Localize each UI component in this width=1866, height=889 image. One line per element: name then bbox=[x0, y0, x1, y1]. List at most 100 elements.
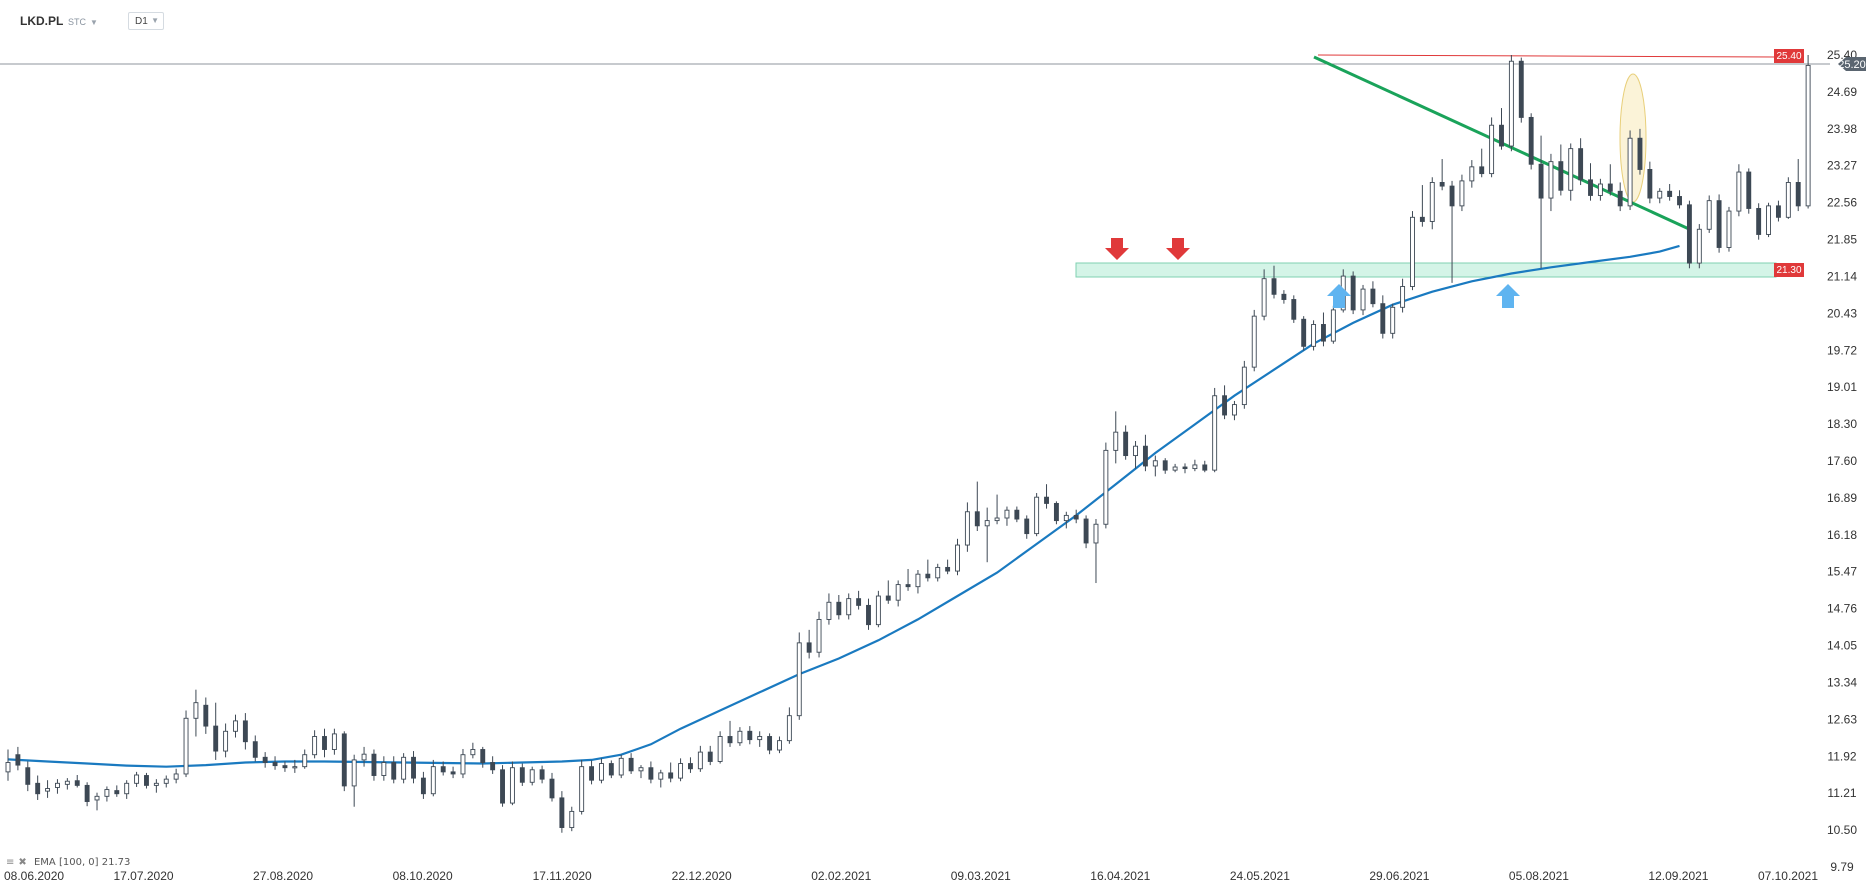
candle bbox=[1380, 295, 1386, 339]
candle-body bbox=[163, 778, 169, 784]
candle-body bbox=[391, 762, 397, 780]
candle-body bbox=[1627, 137, 1633, 207]
candle bbox=[1192, 459, 1198, 472]
candle-body bbox=[252, 741, 258, 758]
candle-body bbox=[1686, 204, 1692, 264]
candle bbox=[1518, 57, 1524, 123]
candle bbox=[1657, 188, 1663, 204]
resistance-price-label: 25.40 bbox=[1776, 51, 1801, 62]
candle-body bbox=[1301, 318, 1307, 347]
candle bbox=[1459, 174, 1465, 212]
candle-body bbox=[420, 777, 426, 795]
candle bbox=[490, 756, 496, 774]
indicator-legend[interactable]: ≡ ✖ EMA [100, 0] 21.73 bbox=[6, 857, 130, 868]
candle bbox=[1686, 200, 1692, 269]
close-icon[interactable]: ✖ bbox=[18, 857, 27, 868]
x-tick-label: 02.02.2021 bbox=[811, 869, 871, 883]
candle bbox=[233, 714, 238, 738]
candle bbox=[1706, 195, 1712, 233]
y-tick-label: 9.79 bbox=[1830, 860, 1854, 874]
arrow-down-icon bbox=[1105, 238, 1129, 260]
candle-body bbox=[302, 754, 308, 768]
candle bbox=[1024, 515, 1030, 539]
indicator-name: EMA bbox=[33, 857, 56, 868]
candle bbox=[964, 502, 970, 552]
candle bbox=[707, 745, 713, 766]
candle bbox=[688, 757, 693, 773]
candle-body bbox=[529, 769, 535, 783]
candle-body bbox=[509, 767, 515, 804]
x-tick-label: 29.06.2021 bbox=[1369, 869, 1429, 883]
candle-body bbox=[1736, 171, 1742, 212]
candle-body bbox=[1034, 496, 1040, 535]
candle bbox=[856, 590, 862, 610]
candle-body bbox=[1380, 303, 1386, 334]
candle bbox=[658, 769, 664, 788]
candle bbox=[875, 590, 881, 628]
candle bbox=[1558, 144, 1564, 196]
resistance-price-tag: 25.40 bbox=[1774, 49, 1804, 63]
candle-body bbox=[173, 773, 179, 780]
candle-body bbox=[1103, 449, 1109, 525]
candle-body bbox=[895, 584, 901, 601]
candle-body bbox=[480, 749, 486, 763]
y-tick-label: 24.69 bbox=[1827, 85, 1857, 99]
y-tick-label: 14.76 bbox=[1827, 602, 1857, 616]
candle-body bbox=[707, 751, 713, 762]
candle-body bbox=[806, 642, 812, 653]
candle bbox=[717, 731, 723, 764]
symbol-market: STC bbox=[68, 17, 86, 27]
chevron-down-icon[interactable]: ▼ bbox=[90, 18, 98, 27]
candle bbox=[84, 782, 90, 807]
candle-body bbox=[866, 604, 871, 626]
candle-body bbox=[1281, 293, 1287, 300]
candle bbox=[391, 756, 397, 784]
candle bbox=[252, 735, 258, 762]
candle bbox=[1222, 385, 1228, 420]
candle-body bbox=[1014, 509, 1020, 520]
y-tick-label: 14.05 bbox=[1827, 639, 1857, 653]
candle-body bbox=[1073, 514, 1079, 520]
candle-body bbox=[312, 736, 318, 756]
candle-body bbox=[1162, 460, 1168, 471]
symbol-label[interactable]: LKD.PL bbox=[20, 14, 64, 28]
candle bbox=[747, 726, 753, 745]
candle-body bbox=[875, 595, 881, 626]
candle-body bbox=[648, 767, 654, 780]
candle bbox=[826, 593, 832, 625]
candle bbox=[1499, 108, 1504, 150]
candle bbox=[1301, 316, 1307, 351]
candle bbox=[1696, 224, 1702, 269]
settings-icon[interactable]: ≡ bbox=[6, 857, 15, 868]
candle-body bbox=[1241, 366, 1247, 406]
candle-body bbox=[579, 766, 585, 812]
candle-body bbox=[1568, 148, 1574, 191]
candle-body bbox=[598, 763, 604, 781]
x-tick-label: 05.08.2021 bbox=[1509, 869, 1569, 883]
candle bbox=[1578, 138, 1584, 186]
y-tick-label: 19.01 bbox=[1827, 380, 1857, 394]
candle-body bbox=[1459, 180, 1465, 207]
candle bbox=[124, 780, 130, 799]
candle-body bbox=[1726, 210, 1732, 248]
candle bbox=[242, 713, 248, 750]
candle-body bbox=[1222, 395, 1228, 416]
candle-body bbox=[1637, 137, 1643, 170]
candle bbox=[628, 753, 634, 774]
candle bbox=[480, 746, 486, 768]
candle-body bbox=[1449, 185, 1455, 207]
timeframe-select[interactable]: D1 ▼ bbox=[128, 12, 164, 30]
candle-body bbox=[1004, 509, 1010, 519]
candle-body bbox=[1775, 205, 1781, 218]
candle bbox=[1775, 200, 1781, 222]
candle bbox=[589, 760, 595, 785]
candle-body bbox=[935, 566, 941, 579]
x-tick-label: 16.04.2021 bbox=[1090, 869, 1150, 883]
candle-body bbox=[1597, 183, 1603, 196]
candle bbox=[1568, 143, 1574, 201]
candle-body bbox=[1202, 464, 1208, 471]
candle bbox=[1400, 278, 1406, 313]
candle-body bbox=[559, 797, 565, 828]
candle bbox=[1390, 303, 1396, 339]
